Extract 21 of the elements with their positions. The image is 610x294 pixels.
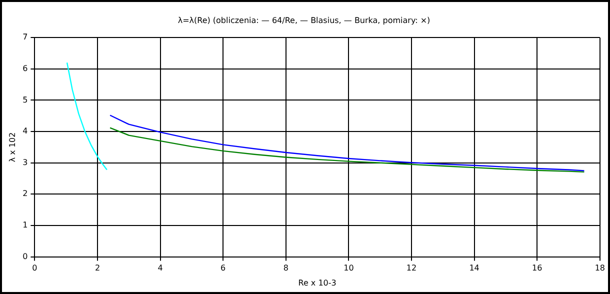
x-tick-label: 12	[406, 264, 417, 273]
y-tick-label: 3	[22, 158, 28, 167]
x-tick-label: 6	[220, 264, 226, 273]
x-tick-label: 16	[532, 264, 542, 273]
y-axis-title: λ x 102	[8, 132, 17, 162]
x-tick-label: 18	[594, 264, 606, 273]
y-tick-label: 4	[22, 126, 28, 136]
x-tick-label: 4	[158, 264, 163, 273]
y-tick-label: 5	[22, 95, 28, 104]
chart-title: λ=λ(Re) (obliczenia: — 64/Re, — Blasius, — Burka, pomiary: ×)	[178, 16, 430, 25]
x-tick-label: 8	[283, 264, 288, 273]
y-tick-label: 7	[22, 32, 28, 42]
x-tick-label: 10	[344, 264, 354, 273]
y-tick-label: 1	[22, 220, 28, 230]
x-tick-label: 14	[469, 264, 480, 273]
y-tick-label: 0	[22, 252, 28, 261]
y-tick-label: 6	[22, 64, 28, 73]
x-axis-title: Re x 10-3	[298, 278, 336, 288]
x-tick-label: 0	[32, 264, 38, 273]
y-tick-label: 2	[22, 189, 28, 198]
x-tick-label: 2	[94, 264, 100, 273]
